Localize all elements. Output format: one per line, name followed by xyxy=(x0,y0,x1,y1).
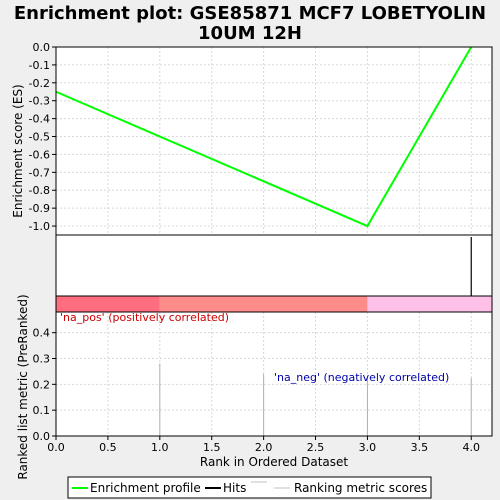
es-y-tick-label: -0.5 xyxy=(29,131,50,144)
metric-y-ticks: 0.0 0.1 0.2 0.3 0.4 xyxy=(33,327,56,443)
hits-panel xyxy=(56,235,492,296)
metric-x-ticks: 0.0 0.5 1.0 1.5 2.0 2.5 3.0 3.5 4.0 xyxy=(47,436,480,454)
legend-label-hits: Hits xyxy=(223,481,246,495)
es-y-ticks: 0.0 -0.1 -0.2 -0.3 -0.4 -0.5 -0.6 -0.7 -0.8 -0.9 -… xyxy=(29,41,56,233)
na-neg-annotation: 'na_neg' (negatively correlated) xyxy=(274,371,449,384)
chart-title-line2: 10UM 12H xyxy=(198,23,302,44)
metric-y-tick-label: 0.3 xyxy=(33,353,51,366)
es-y-tick-label: 0.0 xyxy=(33,41,51,54)
legend-box xyxy=(67,476,432,499)
hits-panel-background xyxy=(56,235,492,296)
legend: Enrichment profile Hits Ranking metric s… xyxy=(67,476,432,499)
es-panel-background xyxy=(56,47,492,235)
ranking-color-strip xyxy=(56,296,492,312)
x-tick-label: 3.0 xyxy=(359,441,377,454)
es-y-tick-label: -0.3 xyxy=(29,95,50,108)
es-y-tick-label: -0.8 xyxy=(29,184,50,197)
x-tick-label: 3.5 xyxy=(411,441,429,454)
metric-panel: 0.0 0.1 0.2 0.3 0.4 0.0 0.5 1.0 1.5 2.0 2.5 3.0 3.5… xyxy=(16,294,492,480)
enrichment-profile-line xyxy=(55,46,473,228)
es-y-tick-label: -1.0 xyxy=(29,220,50,233)
x-tick-label: 4.0 xyxy=(462,441,480,454)
es-y-tick-label: -0.7 xyxy=(29,166,50,179)
chart-title-line1: Enrichment plot: GSE85871 MCF7 LOBETYOLI… xyxy=(14,3,486,24)
metric-y-tick-label: 0.0 xyxy=(33,430,51,443)
x-tick-label: 1.0 xyxy=(151,441,169,454)
es-y-tick-label: -0.1 xyxy=(29,59,50,72)
strip-segment xyxy=(159,296,368,312)
x-tick-label: 2.5 xyxy=(307,441,325,454)
strip-segment xyxy=(56,296,160,312)
strip-segment xyxy=(367,296,492,312)
es-panel: 0.0 -0.1 -0.2 -0.3 -0.4 -0.5 -0.6 -0.7 -0.8 -0.9 -… xyxy=(11,41,492,235)
metric-y-tick-label: 0.4 xyxy=(33,327,51,340)
es-y-axis-label: Enrichment score (ES) xyxy=(11,84,25,217)
legend-label-ranking-metric: Ranking metric scores xyxy=(294,481,427,495)
metric-y-tick-label: 0.1 xyxy=(33,404,51,417)
metric-panel-frame xyxy=(55,311,493,437)
metric-bars xyxy=(159,363,472,436)
es-y-tick-label: -0.9 xyxy=(29,202,50,215)
x-tick-label: 1.5 xyxy=(203,441,221,454)
legend-label-enrichment-profile: Enrichment profile xyxy=(90,481,201,495)
es-y-tick-label: -0.6 xyxy=(29,148,50,161)
x-tick-label: 2.0 xyxy=(255,441,273,454)
metric-y-tick-label: 0.2 xyxy=(33,378,51,391)
es-y-tick-label: -0.2 xyxy=(29,77,50,90)
es-y-tick-label: -0.4 xyxy=(29,113,50,126)
x-tick-label: 0.5 xyxy=(99,441,117,454)
x-tick-label: 0.0 xyxy=(47,441,65,454)
metric-y-axis-label: Ranked list metric (PreRanked) xyxy=(16,294,30,479)
na-pos-annotation: 'na_pos' (positively correlated) xyxy=(60,311,229,324)
x-axis-label: Rank in Ordered Dataset xyxy=(200,455,348,469)
